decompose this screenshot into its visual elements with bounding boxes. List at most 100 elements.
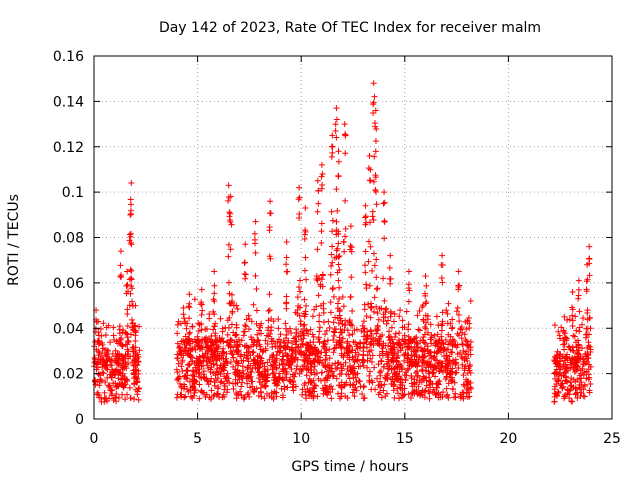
data-point [551, 383, 558, 390]
data-point [445, 300, 452, 307]
data-point [357, 339, 364, 346]
data-point [233, 390, 240, 397]
data-point [387, 252, 394, 259]
data-point [404, 355, 411, 362]
data-point [414, 368, 421, 375]
data-point [576, 375, 583, 382]
data-point [237, 353, 244, 360]
data-point [277, 331, 284, 338]
data-point [212, 348, 219, 355]
data-point [102, 331, 109, 338]
data-point [116, 350, 123, 357]
data-point [268, 394, 275, 401]
data-point [569, 322, 576, 329]
data-point [314, 246, 321, 253]
data-point [255, 392, 262, 399]
data-point [458, 324, 465, 331]
data-point [124, 306, 131, 313]
data-point [378, 367, 385, 374]
data-point [259, 381, 266, 388]
data-point [401, 324, 408, 331]
data-point [186, 330, 193, 337]
data-point [446, 353, 453, 360]
data-point [267, 331, 274, 337]
data-point [208, 387, 215, 394]
data-point [309, 313, 316, 320]
data-point [561, 341, 568, 348]
data-point [391, 350, 398, 357]
data-point [444, 391, 451, 398]
data-point [317, 357, 324, 364]
data-point [123, 290, 130, 297]
data-point [323, 327, 330, 334]
data-point [410, 361, 417, 368]
data-point [349, 347, 356, 354]
data-point [408, 380, 415, 387]
data-point [363, 344, 370, 351]
data-point [283, 300, 290, 307]
data-point [575, 292, 582, 299]
data-point [428, 340, 435, 347]
data-point [107, 387, 114, 394]
data-point [335, 390, 342, 397]
data-point [583, 331, 590, 338]
data-point [281, 360, 288, 367]
data-point [106, 382, 113, 389]
data-point [250, 349, 257, 356]
data-point [387, 343, 394, 350]
data-point [422, 273, 429, 280]
data-point [217, 379, 224, 386]
data-point [280, 353, 287, 360]
data-point [341, 326, 348, 333]
data-point [370, 99, 377, 106]
data-point [316, 318, 323, 325]
data-point [203, 326, 210, 333]
data-point [337, 339, 344, 346]
data-point [296, 184, 303, 191]
data-point [569, 306, 576, 313]
data-point [333, 105, 340, 112]
data-point [451, 379, 458, 386]
data-point [329, 143, 336, 150]
data-point [253, 320, 260, 327]
data-point [206, 394, 213, 401]
data-point [241, 270, 248, 277]
data-point [127, 331, 134, 338]
data-point [224, 317, 231, 324]
data-point [465, 343, 472, 350]
data-point [366, 152, 373, 159]
data-point [124, 281, 131, 288]
y-tick-label: 0 [75, 412, 84, 428]
data-point [367, 327, 374, 334]
data-point [258, 357, 265, 364]
data-point [411, 343, 418, 350]
data-point [233, 359, 240, 366]
data-point [460, 347, 467, 354]
data-point [425, 329, 432, 336]
data-point [416, 308, 423, 315]
data-point [347, 343, 354, 350]
data-point [331, 326, 338, 333]
data-point [281, 386, 288, 393]
data-point [266, 253, 273, 260]
data-point [382, 342, 389, 349]
data-point [104, 398, 111, 405]
data-point [578, 379, 585, 386]
data-point [416, 377, 423, 384]
data-point [202, 350, 209, 357]
data-point [454, 304, 461, 311]
data-point [209, 351, 216, 358]
data-point [563, 353, 570, 360]
data-point [128, 210, 135, 217]
data-point [283, 352, 290, 359]
data-point [228, 291, 235, 298]
data-point [348, 248, 355, 255]
data-point [338, 384, 345, 391]
data-point [95, 348, 102, 355]
data-point [373, 303, 380, 310]
data-point [372, 187, 379, 194]
data-point [229, 310, 236, 317]
data-point [572, 390, 579, 397]
data-point [467, 298, 474, 305]
data-point [468, 385, 475, 392]
